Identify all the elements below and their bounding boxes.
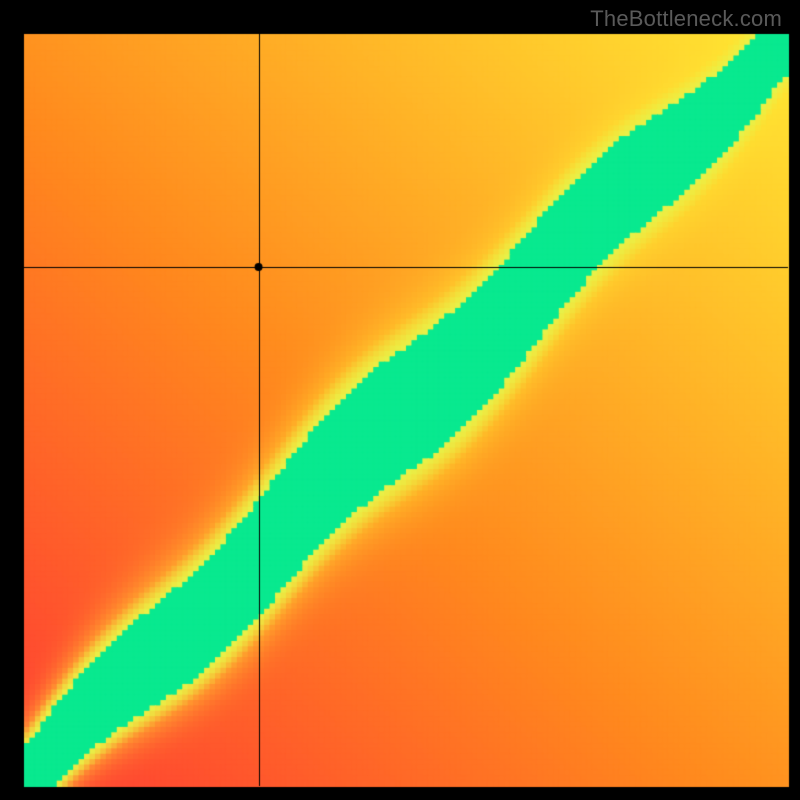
chart-container: TheBottleneck.com — [0, 0, 800, 800]
watermark-text: TheBottleneck.com — [590, 6, 782, 32]
heatmap-canvas — [0, 0, 800, 800]
